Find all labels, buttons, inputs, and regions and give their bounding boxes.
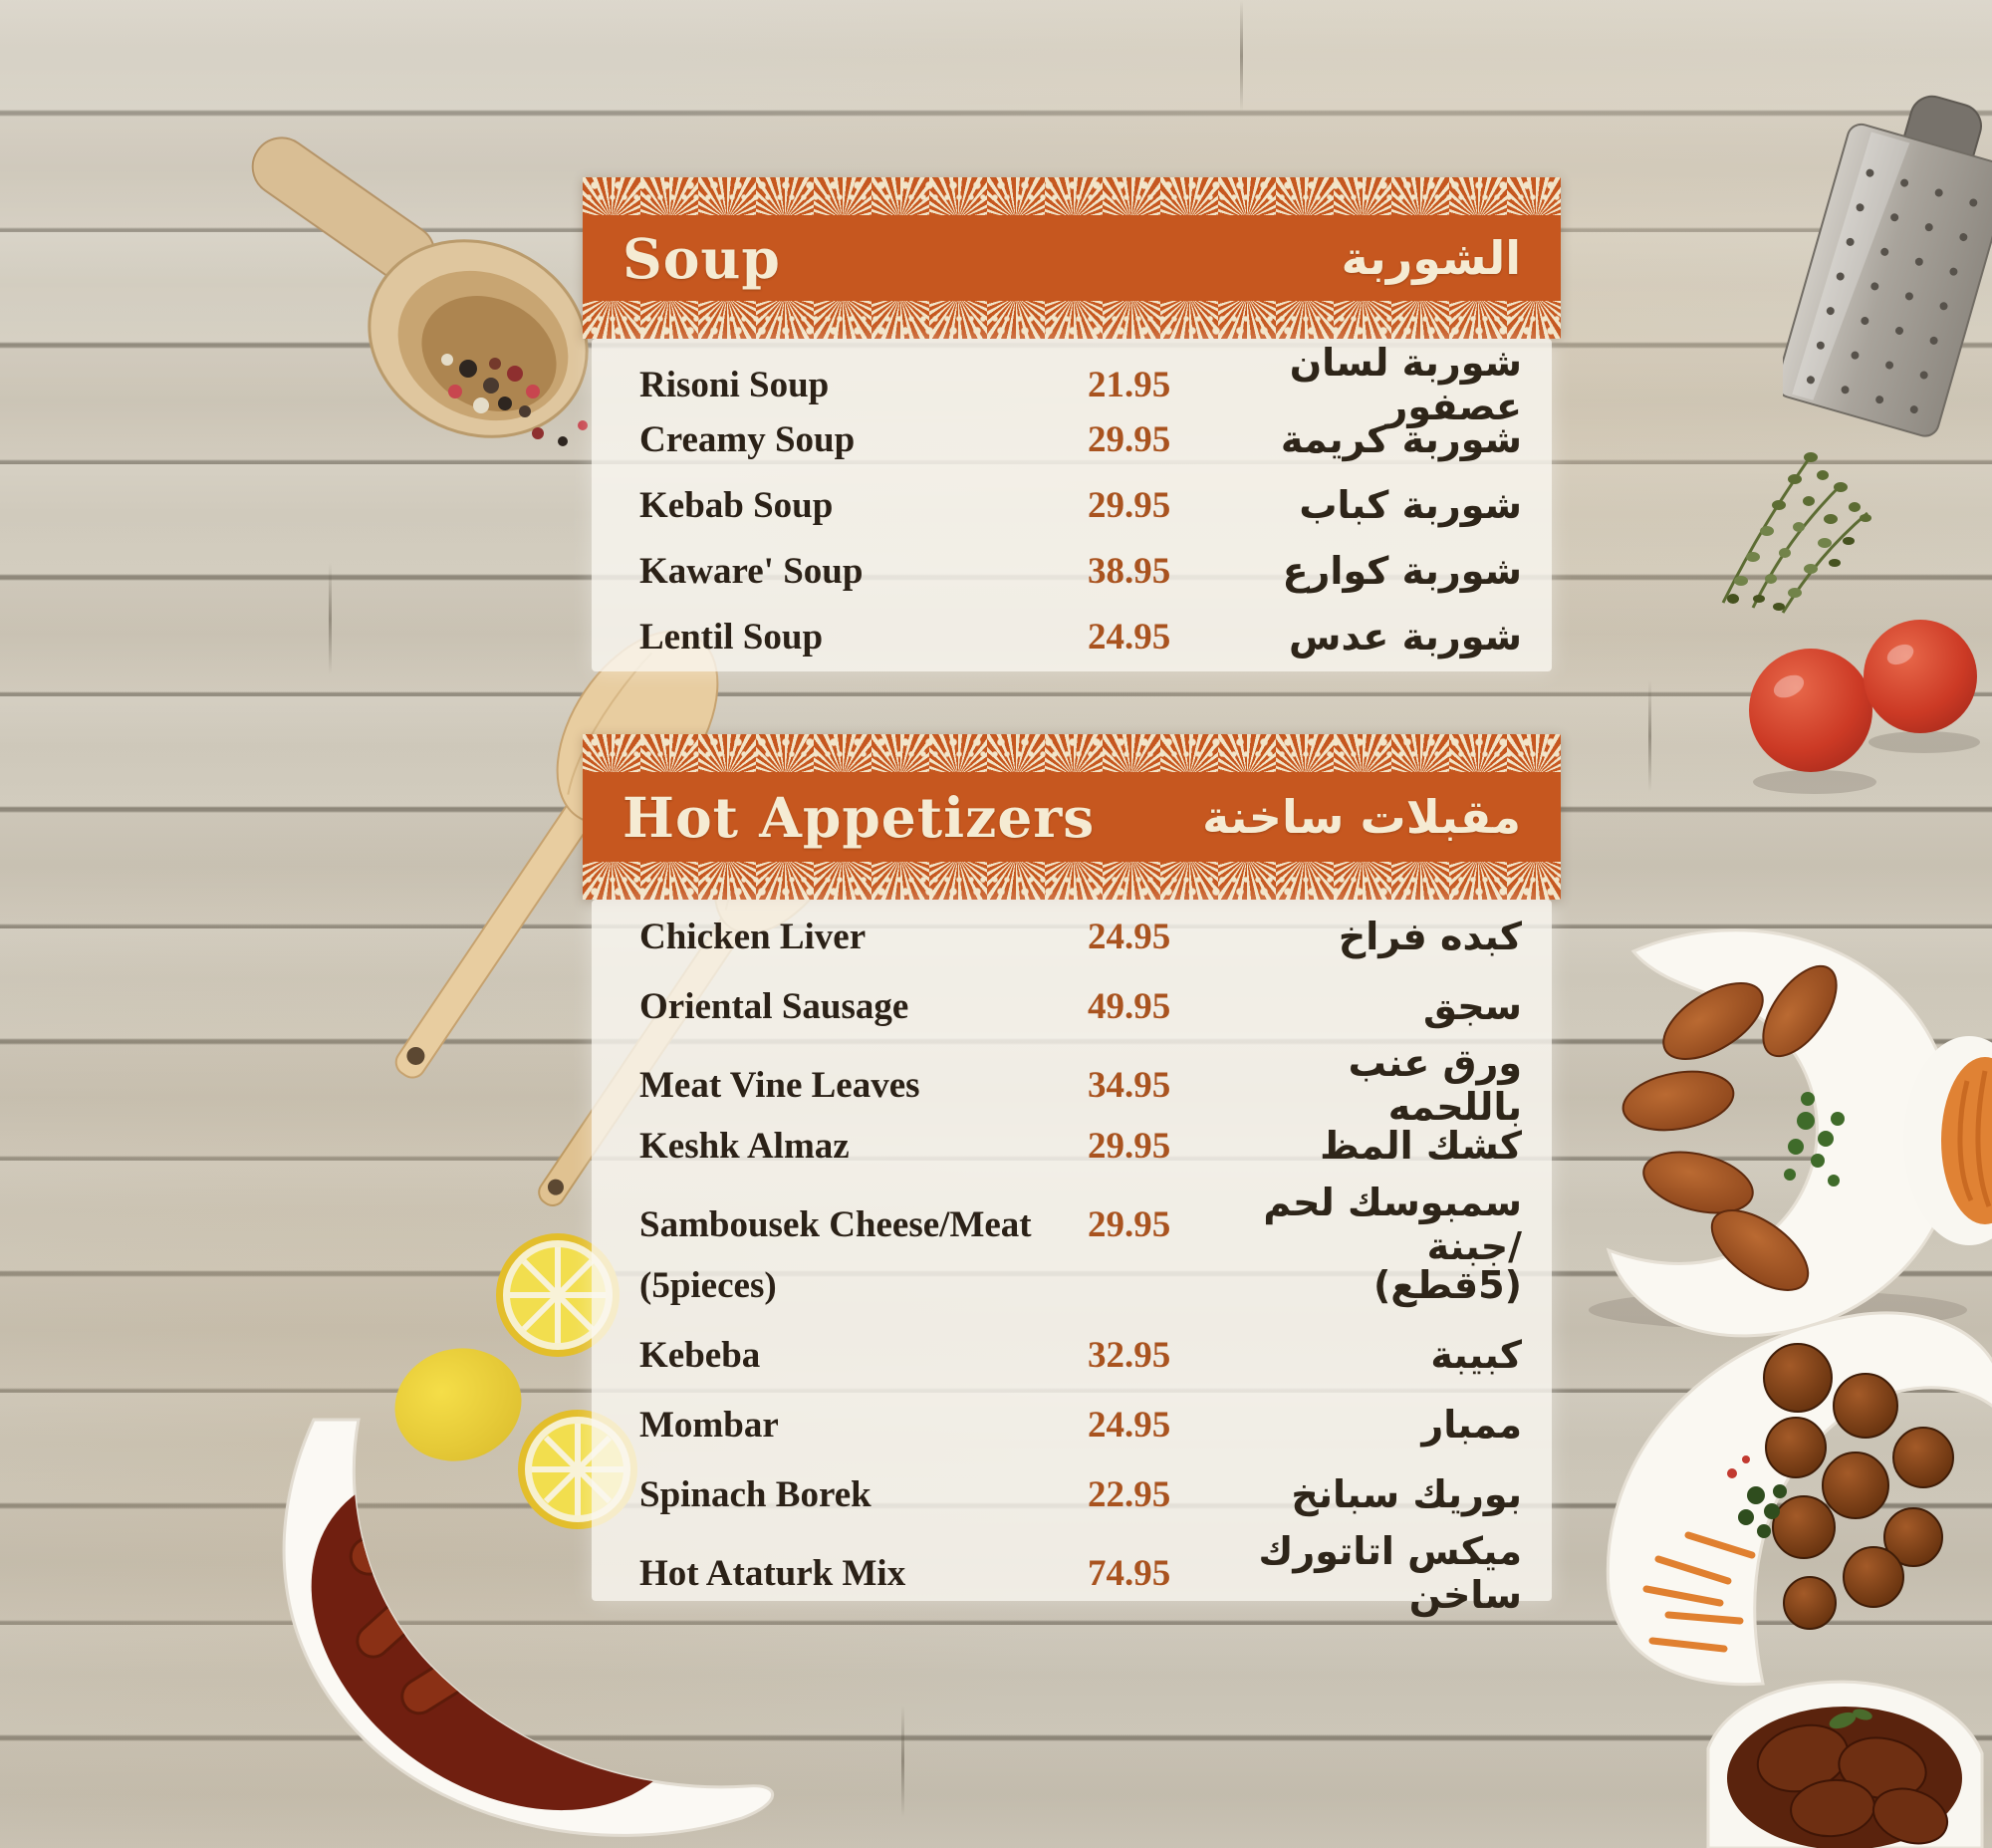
item-name-ar: ورق عنب باللحمه — [1348, 1041, 1522, 1129]
menu-item-row: Kebab Soup 29.95 شوربة كباب — [592, 472, 1552, 538]
item-name-en: Mombar — [639, 1404, 779, 1446]
item-name-en: Creamy Soup — [639, 418, 856, 460]
item-price: 29.95 — [1088, 1125, 1171, 1167]
wood-seam — [1240, 0, 1243, 112]
item-name-ar: ميكس اتاتورك ساخن — [1258, 1529, 1522, 1617]
menu-item-row: Oriental Sausage 49.95 سجق — [592, 971, 1552, 1041]
item-price: 24.95 — [1088, 1404, 1171, 1446]
item-name-ar: (5قطع) — [1372, 1263, 1522, 1307]
hot-appetizers-title-en: Hot Appetizers — [622, 784, 1096, 850]
whole-lemon — [394, 1348, 522, 1461]
metal-grater-photo — [1783, 95, 1992, 437]
menu-item-row: Mombar 24.95 ممبار — [592, 1390, 1552, 1459]
item-price: 22.95 — [1088, 1473, 1171, 1515]
item-price: 74.95 — [1088, 1552, 1171, 1594]
item-name-en: Sambousek Cheese/Meat — [639, 1203, 1032, 1245]
item-name-ar: سمبوسك لحم /جبنة — [1263, 1181, 1522, 1268]
soup-title-ar: الشوربة — [1341, 231, 1521, 285]
item-name-en: Meat Vine Leaves — [639, 1064, 920, 1106]
wooden-scoop-with-peppercorns-photo — [251, 136, 589, 446]
soup-title-en: Soup — [622, 225, 781, 291]
wood-seam — [1648, 680, 1651, 792]
peppercorns — [441, 354, 588, 446]
braised-meat-plate-photo — [1706, 1680, 1984, 1848]
item-price: 24.95 — [1088, 916, 1171, 957]
item-name-en: Chicken Liver — [639, 916, 867, 957]
item-name-en: Hot Ataturk Mix — [639, 1552, 906, 1594]
menu-item-row: Sambousek Cheese/Meat 29.95 سمبوسك لحم /… — [592, 1181, 1552, 1268]
carrot-shreds — [1642, 1531, 1756, 1653]
lace-border-icon — [583, 862, 1561, 900]
item-name-en: (5pieces) — [639, 1264, 777, 1306]
menu-item-row: Hot Ataturk Mix 74.95 ميكس اتاتورك ساخن — [592, 1529, 1552, 1617]
lace-border-icon — [583, 301, 1561, 339]
item-price: 21.95 — [1088, 364, 1171, 405]
item-name-ar: كبيبة — [1430, 1333, 1522, 1377]
item-price: 29.95 — [1088, 484, 1171, 526]
hot-appetizers-banner: Hot Appetizers مقبلات ساخنة — [583, 734, 1561, 900]
hot-appetizers-title-ar: مقبلات ساخنة — [1202, 790, 1521, 844]
wood-seam — [329, 563, 332, 674]
item-price: 38.95 — [1088, 550, 1171, 592]
menu-item-row: Meat Vine Leaves 34.95 ورق عنب باللحمه — [592, 1041, 1552, 1129]
item-name-en: Kebeba — [639, 1334, 761, 1376]
herb-sprig-photo — [1721, 452, 1871, 614]
menu-item-row: Kebeba 32.95 كبيبة — [592, 1320, 1552, 1390]
meatball-plate-photo — [1606, 1311, 1992, 1687]
item-name-ar: شوربة لسان عصفور — [1289, 341, 1522, 428]
item-price: 24.95 — [1088, 616, 1171, 658]
item-name-en: Spinach Borek — [639, 1473, 872, 1515]
item-name-ar: شوربة كباب — [1299, 483, 1522, 527]
item-name-en: Risoni Soup — [639, 364, 830, 405]
lemon-slice — [496, 1233, 620, 1357]
item-name-ar: سجق — [1422, 984, 1522, 1028]
item-name-en: Oriental Sausage — [639, 985, 909, 1027]
item-name-ar: كشك المظ — [1320, 1124, 1522, 1168]
item-name-ar: شوربة كريمة — [1280, 417, 1522, 461]
parsley-garnish — [1738, 1484, 1787, 1538]
tomatoes-photo — [1749, 620, 1980, 794]
lace-border-icon — [583, 177, 1561, 215]
item-name-ar: بوريك سبانخ — [1291, 1472, 1522, 1516]
menu-item-row: Creamy Soup 29.95 شوربة كريمة — [592, 406, 1552, 472]
item-name-en: Kaware' Soup — [639, 550, 864, 592]
item-name-ar: كبده فراخ — [1338, 915, 1522, 958]
parsley-garnish — [1784, 1092, 1845, 1187]
item-price: 29.95 — [1088, 418, 1171, 460]
soup-banner: Soup الشوربة — [583, 177, 1561, 339]
item-name-ar: شوربة عدس — [1289, 615, 1522, 659]
menu-item-row: Spinach Borek 22.95 بوريك سبانخ — [592, 1459, 1552, 1529]
item-name-en: Keshk Almaz — [639, 1125, 850, 1167]
menu-item-row: (5pieces) (5قطع) — [592, 1250, 1552, 1320]
item-price: 34.95 — [1088, 1064, 1171, 1106]
item-price: 32.95 — [1088, 1334, 1171, 1376]
menu-item-row: Kaware' Soup 38.95 شوربة كوارع — [592, 538, 1552, 604]
hot-appetizers-items-panel: Chicken Liver 24.95 كبده فراخ Oriental S… — [592, 900, 1552, 1617]
item-name-ar: ممبار — [1421, 1403, 1522, 1447]
item-name-en: Kebab Soup — [639, 484, 834, 526]
item-price: 49.95 — [1088, 985, 1171, 1027]
menu-item-row: Keshk Almaz 29.95 كشك المظ — [592, 1111, 1552, 1181]
item-name-en: Lentil Soup — [639, 616, 824, 658]
lace-border-icon — [583, 734, 1561, 772]
soup-items-panel: Risoni Soup 21.95 شوربة لسان عصفور Cream… — [592, 339, 1552, 671]
item-price: 29.95 — [1088, 1203, 1171, 1245]
menu-item-row: Chicken Liver 24.95 كبده فراخ — [592, 902, 1552, 971]
item-name-ar: شوربة كوارع — [1282, 549, 1522, 593]
menu-item-row: Lentil Soup 24.95 شوربة عدس — [592, 604, 1552, 669]
wood-seam — [901, 1706, 904, 1817]
menu-item-row: Risoni Soup 21.95 شوربة لسان عصفور — [592, 341, 1552, 428]
